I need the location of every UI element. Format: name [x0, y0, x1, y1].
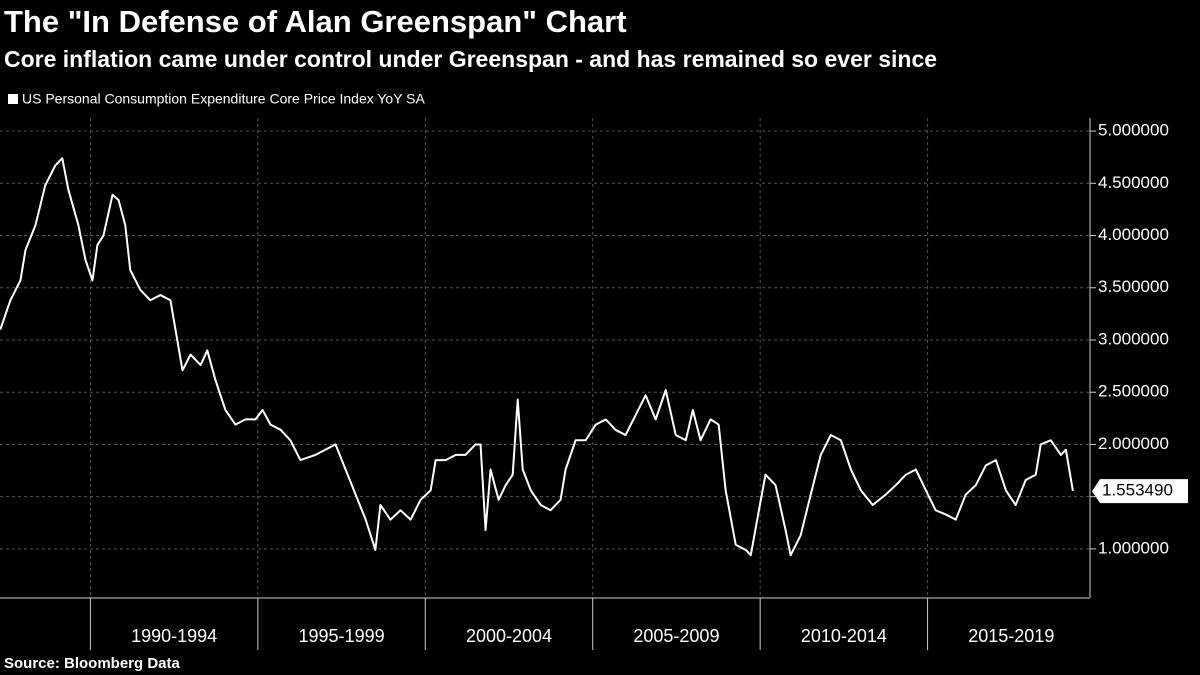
chart-title: The "In Defense of Alan Greenspan" Chart — [4, 4, 627, 39]
chart-subtitle: Core inflation came under control under … — [4, 46, 937, 72]
y-tick-label: 2.500000 — [1098, 382, 1169, 401]
last-value-label: 1.553490 — [1102, 481, 1173, 500]
x-tick-label: 2015-2019 — [968, 626, 1054, 646]
y-tick-label: 1.000000 — [1098, 538, 1169, 557]
last-value-tag — [1092, 479, 1188, 504]
x-tick-label: 2010-2014 — [801, 626, 887, 646]
legend-label: US Personal Consumption Expenditure Core… — [22, 91, 426, 107]
x-tick-label: 1990-1994 — [131, 626, 217, 646]
x-tick-label: 2005-2009 — [633, 626, 719, 646]
y-tick-label: 5.000000 — [1098, 121, 1169, 140]
x-tick-label: 2000-2004 — [466, 626, 552, 646]
y-tick-label: 4.000000 — [1098, 225, 1169, 244]
y-tick-label: 4.500000 — [1098, 173, 1169, 192]
x-tick-label: 1995-1999 — [299, 626, 385, 646]
y-tick-label: 3.000000 — [1098, 329, 1169, 348]
legend-swatch — [8, 94, 18, 104]
line — [0, 157, 1074, 557]
source: Source: Bloomberg Data — [4, 655, 181, 672]
y-tick-label: 2.000000 — [1098, 434, 1169, 453]
y-tick-label: 3.500000 — [1098, 277, 1169, 296]
